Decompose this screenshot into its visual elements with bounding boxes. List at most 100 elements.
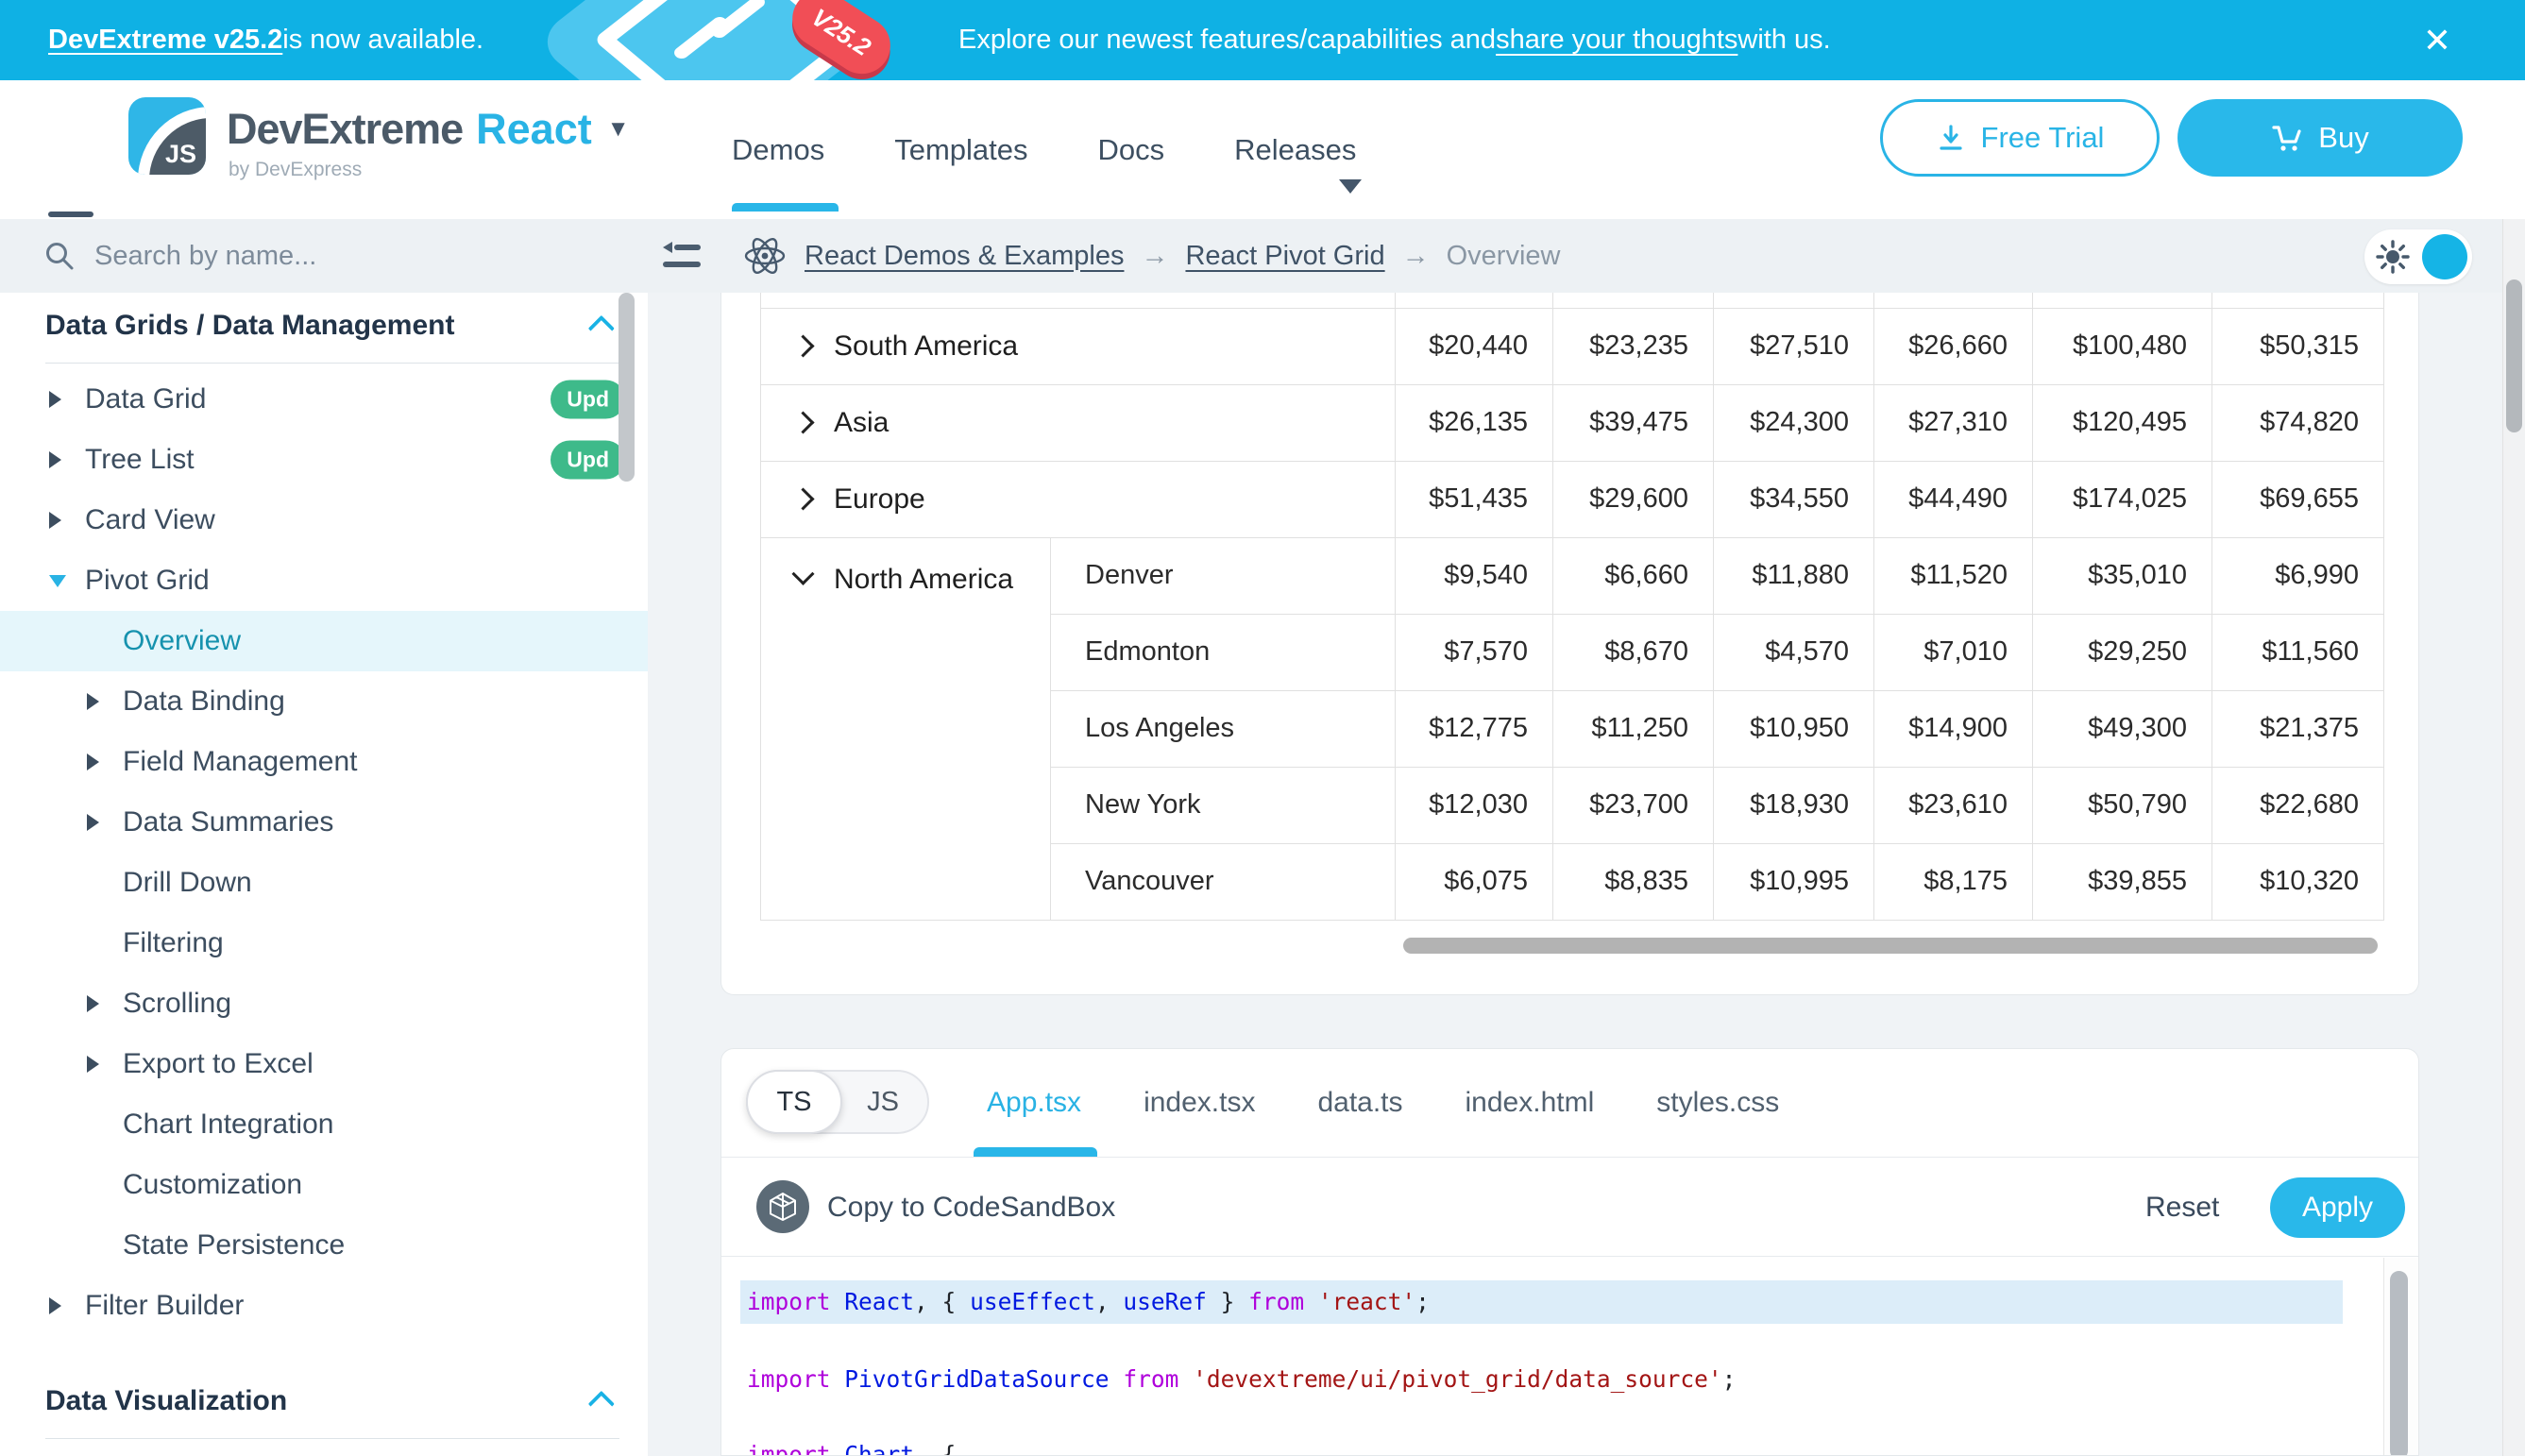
value-cell: $23,700 — [1552, 767, 1714, 844]
breadcrumb-link-pivot-grid[interactable]: React Pivot Grid — [1185, 240, 1385, 271]
city-cell: Edmonton — [1050, 614, 1396, 691]
banner-release-link[interactable]: DevExtreme v25.2 — [48, 25, 283, 55]
brand-name[interactable]: DevExtreme — [227, 105, 464, 153]
framework-name[interactable]: React — [476, 105, 592, 153]
collapse-row-icon[interactable] — [791, 562, 815, 585]
copy-to-codesandbox-label[interactable]: Copy to CodeSandBox — [827, 1191, 1116, 1223]
toggle-ts-option[interactable]: TS — [746, 1070, 842, 1134]
value-cell: $8,670 — [1552, 614, 1714, 691]
collapsed-arrow-icon — [49, 1297, 61, 1314]
sidebar-item-chart-integration[interactable]: Chart Integration — [123, 1109, 334, 1140]
city-cell: Denver — [1050, 537, 1396, 615]
sidebar-section-data-visualization[interactable]: Data Visualization — [0, 1368, 648, 1434]
updated-badge: Upd — [551, 380, 625, 419]
toggle-js-option[interactable]: JS — [867, 1086, 899, 1117]
sidebar-item-data-binding[interactable]: Data Binding — [0, 671, 648, 732]
code-editor[interactable]: import React, { useEffect, useRef } from… — [721, 1258, 2418, 1456]
value-cell: $23,235 — [1552, 308, 1714, 385]
collapsed-arrow-icon — [49, 391, 61, 408]
releases-dropdown-icon[interactable] — [1339, 179, 1362, 194]
collapsed-arrow-icon — [49, 451, 61, 468]
value-cell: $26,135 — [1395, 384, 1553, 462]
breadcrumb: React Demos & Examples → React Pivot Gri… — [742, 219, 1560, 293]
banner-release-text: DevExtreme v25.2 is now available. — [48, 25, 484, 55]
file-tab-index-html[interactable]: index.html — [1465, 1086, 1595, 1118]
devextreme-logo[interactable]: JS — [128, 97, 206, 175]
sidebar-item-filter-builder[interactable]: Filter Builder — [0, 1276, 648, 1336]
code-scroll-thumb[interactable] — [2390, 1271, 2408, 1455]
value-cell: $11,880 — [1713, 537, 1874, 615]
sidebar-section-data-grids-data-management[interactable]: Data Grids / Data Management — [0, 293, 648, 359]
sidebar-item-pivot-grid[interactable]: Pivot Grid — [0, 550, 648, 611]
file-tab-App-tsx[interactable]: App.tsx — [987, 1086, 1082, 1118]
sidebar-item-drill-down[interactable]: Drill Down — [123, 867, 252, 898]
pivot-grid-demo-card: South America $20,440 $23,235 $27,510 $26,66… — [720, 293, 2419, 995]
active-nav-underline — [732, 203, 839, 212]
table-hscroll-thumb[interactable] — [1403, 938, 2378, 954]
highlighted-line-background — [740, 1280, 2343, 1324]
sidebar-item-overview[interactable]: Overview — [0, 611, 648, 671]
collapse-panel-icon[interactable] — [661, 238, 703, 274]
region-label: Europe — [834, 483, 925, 515]
sidebar-item-customization[interactable]: Customization — [123, 1169, 303, 1200]
buy-button[interactable]: Buy — [2178, 99, 2463, 177]
page-scrollbar[interactable] — [2502, 219, 2525, 1456]
code-scrollbar[interactable] — [2383, 1258, 2418, 1455]
collapsed-arrow-icon — [49, 512, 61, 529]
value-cell: $50,790 — [2032, 767, 2212, 844]
nav-item-templates[interactable]: Templates — [894, 132, 1028, 166]
file-tab-styles-css[interactable]: styles.css — [1656, 1086, 1780, 1118]
sidebar-item-data-summaries[interactable]: Data Summaries — [0, 792, 648, 853]
page-scroll-thumb[interactable] — [2506, 279, 2522, 432]
value-cell: $21,375 — [2211, 690, 2384, 768]
value-cell: $51,435 — [1395, 461, 1553, 538]
expand-row-icon[interactable] — [791, 411, 815, 434]
value-cell: $10,950 — [1713, 690, 1874, 768]
sidebar-item-field-management[interactable]: Field Management — [0, 732, 648, 792]
theme-toggle-knob[interactable] — [2422, 234, 2467, 279]
free-trial-button[interactable]: Free Trial — [1880, 99, 2160, 177]
sidebar-item-export-to-excel[interactable]: Export to Excel — [0, 1034, 648, 1094]
value-cell: $10,320 — [2211, 843, 2384, 921]
codesandbox-icon[interactable] — [756, 1180, 809, 1233]
collapsed-arrow-icon — [87, 995, 99, 1012]
collapsed-arrow-icon — [87, 814, 99, 831]
nav-item-demos[interactable]: Demos — [732, 132, 825, 166]
value-cell: $12,030 — [1395, 767, 1553, 844]
value-cell: $20,440 — [1395, 308, 1553, 385]
table-horizontal-scrollbar[interactable] — [1396, 935, 2384, 956]
file-tab-data-ts[interactable]: data.ts — [1317, 1086, 1403, 1118]
code-line: import Chart, { — [747, 1441, 957, 1456]
sidebar-item-data-grid[interactable]: Data Grid Upd — [0, 369, 648, 430]
breadcrumb-link-demos[interactable]: React Demos & Examples — [805, 240, 1125, 271]
language-toggle[interactable]: JS TS — [746, 1070, 929, 1134]
city-cell: Vancouver — [1050, 843, 1396, 921]
nav-item-releases[interactable]: Releases — [1234, 132, 1357, 166]
sidebar-scrollbar[interactable] — [619, 293, 635, 482]
code-viewer-card: JS TS App.tsx index.tsx data.ts index.html s… — [720, 1048, 2419, 1456]
pivot-grid-table: South America $20,440 $23,235 $27,510 $26,66… — [760, 293, 2384, 921]
search-icon — [46, 243, 74, 270]
sidebar-item-scrolling[interactable]: Scrolling — [0, 973, 648, 1034]
expand-row-icon[interactable] — [791, 334, 815, 358]
framework-dropdown-icon[interactable]: ▼ — [606, 116, 630, 142]
breadcrumb-current: Overview — [1446, 240, 1561, 271]
value-cell: $8,175 — [1873, 843, 2033, 921]
active-tab-underline — [974, 1147, 1097, 1157]
apply-button[interactable]: Apply — [2270, 1177, 2405, 1238]
value-cell: $100,480 — [2032, 308, 2212, 385]
sidebar-item-state-persistence[interactable]: State Persistence — [123, 1229, 346, 1261]
theme-toggle[interactable] — [2364, 229, 2472, 284]
sidebar-item-filtering[interactable]: Filtering — [123, 927, 224, 958]
share-thoughts-link[interactable]: share your thoughts — [1496, 25, 1738, 55]
sidebar-item-tree-list[interactable]: Tree List Upd — [0, 430, 648, 490]
region-label: Asia — [834, 406, 890, 438]
nav-item-docs[interactable]: Docs — [1097, 132, 1165, 166]
reset-button[interactable]: Reset — [2145, 1191, 2220, 1223]
search-input[interactable]: Search by name... — [0, 219, 612, 293]
file-tab-index-tsx[interactable]: index.tsx — [1144, 1086, 1256, 1118]
banner-close-icon[interactable]: ✕ — [2422, 21, 2452, 59]
table-row: North America Denver $9,540 $6,660 $11,880 $1… — [760, 537, 2384, 921]
sidebar-item-card-view[interactable]: Card View — [0, 490, 648, 550]
expand-row-icon[interactable] — [791, 487, 815, 511]
